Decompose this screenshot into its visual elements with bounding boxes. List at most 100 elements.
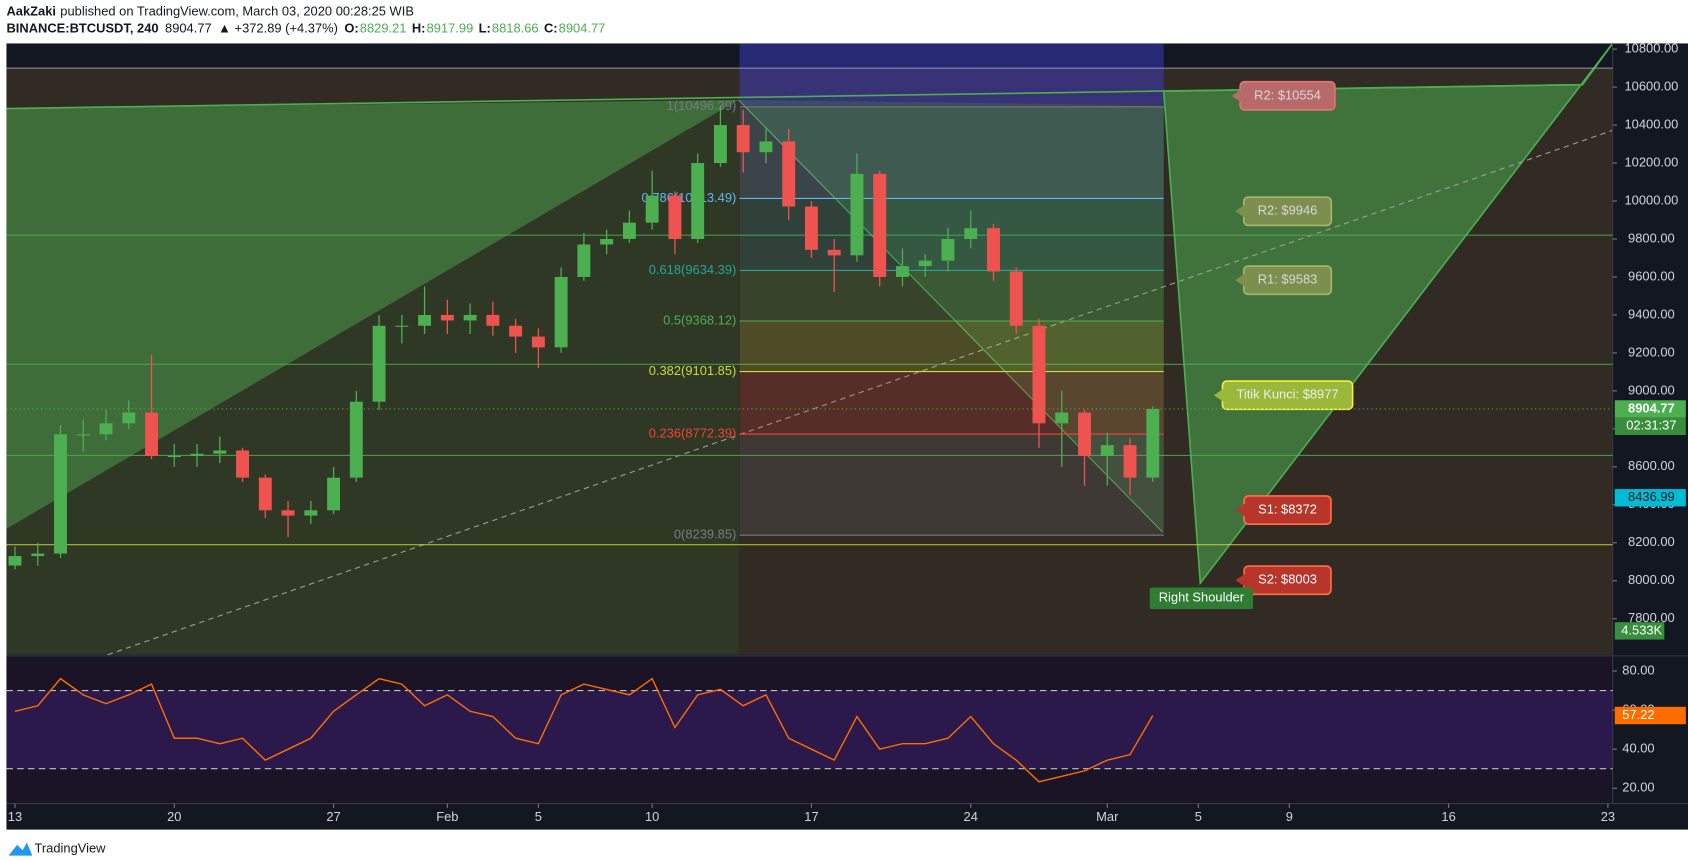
candle-body (713, 125, 727, 164)
last-price-box (1614, 400, 1686, 418)
countdown-box (1614, 417, 1686, 436)
panels (6, 42, 1688, 830)
candle-body (509, 325, 523, 337)
header-text: L: (479, 21, 491, 36)
x-tick-label: 17 (804, 809, 818, 824)
header-text: C: (544, 21, 558, 36)
candle-body (1123, 445, 1137, 478)
fib-label: 0.236(8772.39) (649, 425, 737, 440)
x-tick-label: 10 (645, 809, 659, 824)
pattern-line (738, 99, 1164, 533)
candle-body (54, 434, 67, 554)
x-axis-background (6, 803, 1688, 830)
rsi-background (6, 656, 1613, 802)
y-tick-label: 8000.00 (1628, 572, 1675, 587)
marker-box (1614, 489, 1686, 507)
candle-body (1100, 445, 1114, 456)
fib-label: 0.382(9101.85) (649, 363, 737, 378)
candle-body (395, 325, 409, 327)
header-text: O: (344, 21, 358, 36)
candle-body (1009, 271, 1023, 326)
x-tick-label: 23 (1601, 809, 1615, 824)
header-text: ▲ +372.89 (+4.37%) (218, 21, 338, 36)
y-tick-label: 8600.00 (1628, 458, 1675, 473)
level-box: R1: $9583 (1235, 265, 1333, 296)
footer-brand: TradingView (34, 841, 106, 856)
level-box-pointer (1235, 573, 1246, 587)
candle-body (1078, 412, 1091, 456)
candle-body (99, 423, 113, 435)
header-text: 8829.21 (360, 21, 407, 36)
candle-body (440, 314, 454, 321)
candle-body (896, 266, 909, 277)
header-text: 8818.66 (492, 21, 539, 36)
y-tick-label: 9400.00 (1628, 306, 1675, 321)
rsi-last-box (1614, 706, 1686, 725)
x-tick-label: 16 (1441, 809, 1455, 824)
candle-body (190, 453, 204, 456)
fib-zone (739, 106, 1164, 199)
level-label: R1: $9583 (1258, 272, 1318, 287)
candle-body (349, 401, 363, 478)
header: AakZaki published on TradingView.com, Mar… (6, 3, 605, 35)
header-text: 8904.77 (559, 21, 606, 36)
candle-body (759, 141, 773, 153)
candle-body (1146, 408, 1160, 478)
level-box: R2: $9946 (1235, 196, 1333, 227)
candle-body (941, 238, 955, 261)
level-label: Titik Kunci: $8977 (1236, 387, 1338, 402)
level-box-pointer (1231, 89, 1242, 103)
candle-body (213, 450, 227, 454)
candle-body (372, 325, 386, 402)
level-label: S2: $8003 (1258, 572, 1317, 587)
level-box: Titik Kunci: $8977 (1213, 380, 1354, 411)
fib-zone (739, 434, 1164, 536)
x-tick-label: 13 (8, 809, 22, 824)
candle-body (31, 553, 45, 557)
marks: 7800.008000.008200.008400.008600.008800.… (6, 41, 1686, 824)
level-box-pointer (1235, 204, 1245, 218)
y-tick-label: 9200.00 (1628, 344, 1675, 359)
fib-zone (739, 371, 1164, 435)
header-text: 8917.99 (427, 21, 474, 36)
y-tick-label: 7800.00 (1628, 610, 1675, 625)
countdown-label: 02:31:37 (1626, 418, 1676, 433)
level-box-pointer (1235, 503, 1246, 517)
candle-body (258, 477, 272, 511)
candle-body (645, 195, 659, 223)
fib-label: 0.618(9634.39) (649, 262, 737, 277)
candle-body (782, 141, 796, 207)
level-box: R2: $10554 (1231, 80, 1336, 111)
x-tick-label: 20 (167, 809, 181, 824)
candle-body (622, 222, 636, 239)
level-label: R2: $9946 (1258, 203, 1318, 218)
level-box: S2: $8003 (1235, 565, 1332, 596)
candle-body (531, 336, 545, 348)
volume-box (1614, 622, 1665, 640)
candle-body (486, 314, 500, 326)
x-tick-label: 9 (1286, 809, 1293, 824)
candle-body (691, 163, 705, 239)
rsi-last-label: 57.22 (1622, 707, 1654, 722)
candle-body (463, 314, 477, 321)
candle-body (236, 450, 250, 478)
candle-body (918, 260, 932, 267)
rsi-tick-label: 20.00 (1622, 780, 1654, 795)
pattern-fill (6, 99, 739, 655)
candle-body (964, 228, 978, 239)
y-tick-label: 10200.00 (1624, 154, 1678, 169)
pattern-label: Right Shoulder (1159, 590, 1245, 605)
level-box-pointer (1213, 388, 1224, 402)
candle-body (668, 195, 682, 239)
y-tick-label: 9000.00 (1628, 382, 1675, 397)
header-text: AakZaki (6, 3, 56, 18)
candle-body (327, 477, 341, 511)
candle-body (281, 510, 295, 516)
candle-body (987, 228, 1000, 272)
marker-label: 8436.99 (1628, 489, 1675, 504)
header-text: published on TradingView.com, March 03, … (60, 3, 414, 18)
x-tick-label: 5 (1195, 809, 1202, 824)
candle-body (145, 412, 158, 456)
